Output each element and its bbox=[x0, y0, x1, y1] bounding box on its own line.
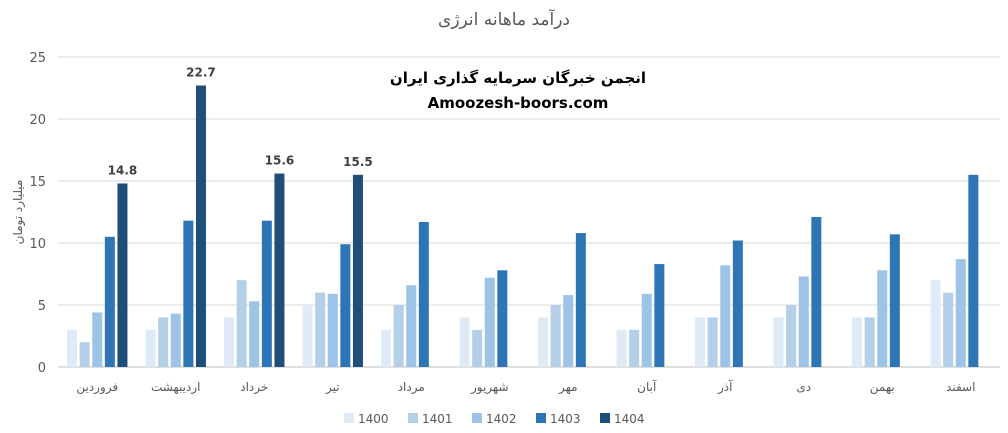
bar-1401-11 bbox=[943, 292, 954, 367]
legend-swatch-1401 bbox=[408, 413, 418, 423]
bar-1402-4 bbox=[406, 285, 417, 367]
bar-1400-0 bbox=[67, 329, 78, 367]
data-label: 15.5 bbox=[343, 155, 373, 169]
bar-1403-3 bbox=[340, 244, 351, 367]
bar-1404-1 bbox=[195, 85, 206, 368]
bar-1402-10 bbox=[877, 270, 888, 367]
x-category-label: خرداد bbox=[240, 380, 268, 395]
bar-1400-2 bbox=[224, 317, 235, 367]
y-tick-label: 25 bbox=[29, 51, 46, 66]
bar-1400-5 bbox=[459, 317, 470, 367]
bar-1400-9 bbox=[773, 317, 784, 367]
bar-1401-8 bbox=[707, 317, 718, 367]
bar-1400-4 bbox=[381, 329, 392, 367]
bar-1404-0 bbox=[117, 183, 128, 367]
y-tick-label: 20 bbox=[29, 113, 46, 128]
bar-1403-4 bbox=[418, 221, 429, 367]
watermark-line1: انجمن خبرگان سرمایه گذاری ایران bbox=[390, 69, 646, 87]
legend-label-1402: 1402 bbox=[486, 412, 517, 426]
legend-label-1403: 1403 bbox=[550, 412, 581, 426]
x-category-label: مهر bbox=[558, 380, 578, 395]
y-axis-label: میلیارد تومان bbox=[11, 180, 26, 245]
data-labels: 14.8 22.7 15.6 15.5 bbox=[108, 66, 373, 178]
gridlines bbox=[58, 56, 1000, 368]
data-label: 22.7 bbox=[186, 66, 216, 80]
bar-1400-1 bbox=[145, 329, 156, 367]
bar-1403-1 bbox=[183, 220, 194, 367]
x-category-label: اسفند bbox=[946, 380, 975, 394]
bar-1400-8 bbox=[695, 317, 706, 367]
bar-1401-6 bbox=[550, 305, 561, 367]
bar-1404-2 bbox=[274, 173, 285, 367]
bar-1401-3 bbox=[315, 292, 326, 367]
bar-1402-5 bbox=[484, 277, 495, 367]
bar-1403-10 bbox=[889, 234, 900, 367]
legend-swatch-1403 bbox=[536, 413, 546, 423]
data-label: 14.8 bbox=[108, 163, 138, 177]
bar-1402-9 bbox=[798, 276, 809, 367]
bar-1403-0 bbox=[104, 236, 115, 367]
bar-1402-2 bbox=[249, 301, 260, 367]
bar-1402-6 bbox=[563, 295, 574, 367]
bar-1402-1 bbox=[170, 313, 181, 367]
x-category-label: اردیبهشت bbox=[151, 380, 200, 395]
legend-label-1400: 1400 bbox=[358, 412, 389, 426]
watermark-line2: Amoozesh-boors.com bbox=[428, 94, 609, 112]
bar-1400-3 bbox=[302, 305, 313, 367]
legend-swatch-1400 bbox=[344, 413, 354, 423]
bar-1400-10 bbox=[852, 317, 863, 367]
bar-1401-2 bbox=[236, 280, 247, 367]
legend-swatch-1402 bbox=[472, 413, 482, 423]
bar-1403-7 bbox=[654, 264, 665, 367]
bar-1401-0 bbox=[79, 342, 90, 367]
bar-1400-7 bbox=[616, 329, 627, 367]
bar-1401-7 bbox=[629, 329, 640, 367]
x-axis-categories: فروردین اردیبهشت خرداد تیر مرداد شهریور مهر آبا… bbox=[76, 379, 975, 395]
bar-1401-5 bbox=[472, 329, 483, 367]
bar-1404-3 bbox=[352, 174, 363, 367]
x-category-label: تیر bbox=[325, 380, 340, 395]
bar-1403-2 bbox=[261, 220, 272, 367]
bar-1402-0 bbox=[92, 312, 103, 367]
bar-1402-8 bbox=[720, 265, 731, 367]
bar-1403-8 bbox=[732, 240, 743, 367]
bar-1402-11 bbox=[955, 259, 966, 367]
x-category-label: آبان bbox=[637, 379, 657, 394]
y-axis-ticks: 0 5 10 15 20 25 bbox=[29, 51, 46, 376]
bar-1400-6 bbox=[538, 317, 549, 367]
data-label: 15.6 bbox=[265, 154, 295, 168]
bar-1401-9 bbox=[786, 305, 797, 367]
y-tick-label: 0 bbox=[38, 361, 46, 376]
x-category-label: بهمن bbox=[870, 380, 895, 395]
y-tick-label: 15 bbox=[29, 175, 46, 190]
x-category-label: آذر bbox=[717, 379, 733, 395]
y-tick-label: 10 bbox=[29, 237, 46, 252]
legend: 1400 1401 1402 1403 1404 bbox=[344, 412, 645, 426]
bars bbox=[67, 85, 979, 368]
bar-1403-9 bbox=[811, 216, 822, 367]
bar-1401-10 bbox=[864, 317, 875, 367]
bar-1402-7 bbox=[641, 293, 652, 367]
x-category-label: مرداد bbox=[398, 380, 425, 395]
legend-swatch-1404 bbox=[600, 413, 610, 423]
chart-title: درآمد ماهانه انرژی bbox=[438, 8, 570, 30]
bar-1403-11 bbox=[968, 174, 979, 367]
watermark: انجمن خبرگان سرمایه گذاری ایران Amoozesh… bbox=[390, 69, 646, 112]
x-category-label: دی bbox=[796, 380, 811, 394]
legend-label-1401: 1401 bbox=[422, 412, 453, 426]
bar-1401-1 bbox=[158, 317, 169, 367]
x-category-label: شهریور bbox=[470, 380, 509, 395]
y-tick-label: 5 bbox=[38, 299, 46, 314]
bar-1400-11 bbox=[930, 280, 941, 367]
bar-1403-5 bbox=[497, 270, 508, 367]
x-category-label: فروردین bbox=[76, 380, 118, 395]
bar-1403-6 bbox=[575, 233, 586, 367]
bar-1401-4 bbox=[393, 305, 404, 367]
bar-1402-3 bbox=[327, 293, 338, 367]
legend-label-1404: 1404 bbox=[614, 412, 645, 426]
